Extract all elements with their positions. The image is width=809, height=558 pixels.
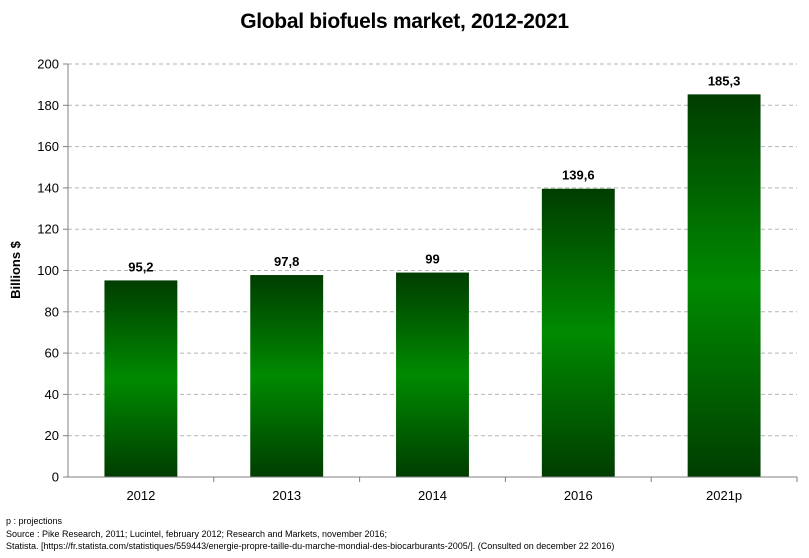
x-tick-label: 2014 — [418, 488, 447, 503]
source-note: Source : Pike Research, 2011; Lucintel, … — [6, 528, 388, 539]
bar-2016 — [541, 188, 615, 477]
y-tick-label: 0 — [52, 470, 59, 485]
y-tick-label: 100 — [37, 263, 59, 278]
statista-note: Statista. [https://fr.statista.com/stati… — [6, 541, 615, 551]
chart-title: Global biofuels market, 2012-2021 — [240, 10, 569, 33]
bar-2014 — [396, 272, 469, 477]
data-label: 99 — [425, 252, 439, 267]
y-tick-label: 200 — [37, 57, 59, 72]
x-tick-label: 2012 — [126, 488, 155, 503]
bar-2012 — [104, 280, 178, 477]
y-tick-label: 160 — [37, 139, 59, 154]
x-tick-label: 2016 — [564, 488, 593, 503]
bars: 95,2 97,8 99 139,6 185,3 — [104, 73, 761, 477]
data-label: 185,3 — [708, 73, 741, 88]
data-label: 97,8 — [274, 254, 299, 269]
y-tick-label: 60 — [45, 346, 59, 361]
y-tick-label: 40 — [45, 387, 59, 402]
y-tick-label: 120 — [37, 222, 59, 237]
chart-notes: p : projections Source : Pike Research, … — [6, 515, 614, 553]
projections-note: p : projections — [6, 516, 63, 526]
y-tick-label: 80 — [45, 304, 59, 319]
bar-2013 — [250, 275, 324, 477]
axes: 0 20 40 60 80 100 120 140 160 180 200 2012 2013 2014 2… — [37, 57, 798, 503]
data-label: 139,6 — [562, 168, 595, 183]
y-tick-label: 140 — [37, 180, 59, 195]
y-axis-label: Billions $ — [8, 240, 23, 299]
data-label: 95,2 — [128, 259, 153, 274]
y-tick-label: 180 — [37, 98, 59, 113]
x-tick-label: 2013 — [272, 488, 301, 503]
bar-2021p — [687, 94, 761, 477]
x-tick-label: 2021p — [706, 488, 742, 503]
y-tick-label: 20 — [45, 428, 59, 443]
